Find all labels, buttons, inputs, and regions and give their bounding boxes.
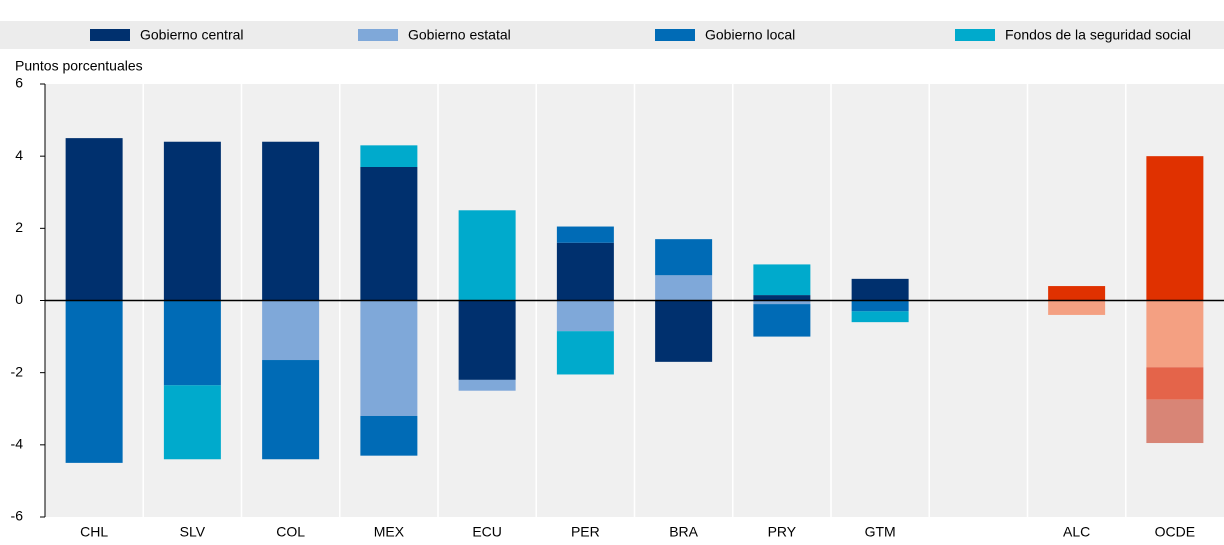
bar-segment [458,300,516,380]
bar-segment [556,242,614,301]
bar-segment [65,300,123,463]
bar-segment [556,331,614,375]
x-tick-label: PRY [768,524,797,540]
legend-label: Gobierno local [705,27,795,43]
y-tick-label: 0 [15,291,23,307]
bar-segment [753,300,811,305]
x-tick-label: PER [571,524,600,540]
x-tick-label: CHL [80,524,108,540]
y-tick-label: 4 [15,147,23,163]
y-tick-label: -2 [11,363,24,379]
x-tick-label: OCDE [1155,524,1195,540]
legend-label: Fondos de la seguridad social [1005,27,1191,43]
y-tick-label: -6 [11,508,24,524]
x-tick-label: GTM [865,524,896,540]
bar-segment [65,138,123,301]
bar-segment [163,141,221,301]
bar-segment [556,300,614,332]
bar-segment [851,278,909,301]
bar-segment [753,304,811,337]
bar-segment [655,239,713,276]
legend-label: Gobierno central [140,27,244,43]
legend-band [0,21,1224,49]
bar-segment [262,300,320,361]
x-tick-label: ALC [1063,524,1090,540]
legend-swatch [358,29,398,41]
bar-segment [655,300,713,362]
legend-swatch [90,29,130,41]
bar-segment [1146,399,1204,444]
bar-segment [1146,156,1204,301]
bar-segment [556,226,614,243]
bar-segment [753,295,811,301]
bar-segment [851,300,909,312]
legend-label: Gobierno estatal [408,27,511,43]
bar-segment [753,264,811,296]
x-tick-label: ECU [472,524,502,540]
x-tick-label: SLV [180,524,206,540]
x-tick-label: BRA [669,524,698,540]
bar-segment [1146,367,1204,400]
bar-segment [360,145,418,167]
bar-segment [262,360,320,460]
bar-segment [655,275,713,301]
legend-swatch [655,29,695,41]
y-tick-label: 6 [15,75,23,91]
y-tick-label: -4 [11,436,24,452]
bar-segment [163,300,221,386]
bar-segment [1048,300,1106,315]
bar-segment [458,210,516,301]
legend-swatch [955,29,995,41]
bar-segment [360,166,418,301]
bar-segment [360,300,418,416]
bar-segment [262,141,320,301]
bar-segment [163,385,221,460]
y-tick-label: 2 [15,219,23,235]
bar-segment [1146,300,1204,368]
bar-segment [1048,286,1106,301]
x-tick-label: COL [276,524,305,540]
y-axis-label: Puntos porcentuales [15,58,143,74]
bar-segment [458,379,516,391]
bar-segment [360,415,418,456]
bar-segment [851,311,909,323]
x-tick-label: MEX [374,524,405,540]
